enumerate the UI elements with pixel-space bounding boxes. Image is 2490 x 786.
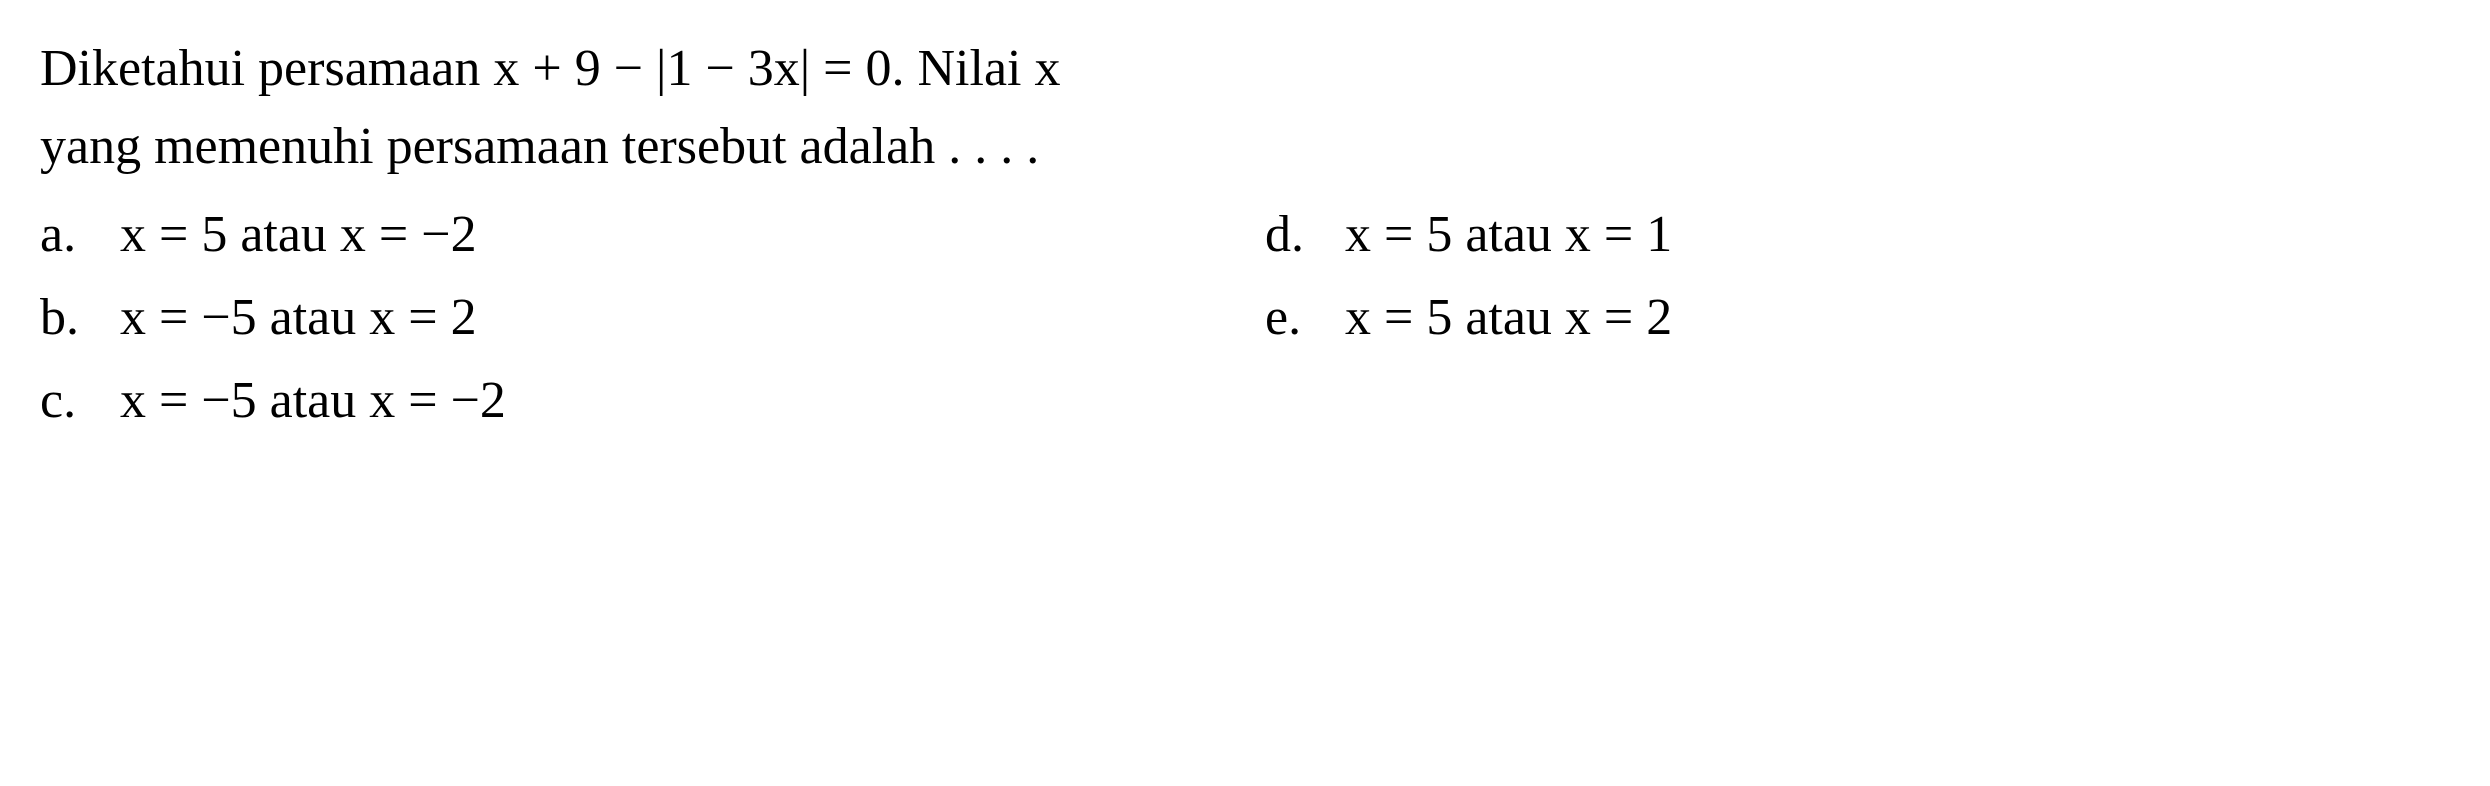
question-text: Diketahui persamaan x + 9 − |1 − 3x| = 0… xyxy=(40,30,2450,186)
option-letter-c: c. xyxy=(40,362,120,440)
option-letter-e: e. xyxy=(1265,279,1345,357)
option-letter-a: a. xyxy=(40,196,120,274)
options-container: a. x = 5 atau x = −2 d. x = 5 atau x = 1… xyxy=(40,196,2450,440)
option-text-e: x = 5 atau x = 2 xyxy=(1345,279,2450,357)
option-letter-b: b. xyxy=(40,279,120,357)
question-line-2: yang memenuhi persamaan tersebut adalah … xyxy=(40,118,1039,175)
option-b: b. x = −5 atau x = 2 xyxy=(40,279,1225,357)
option-text-d: x = 5 atau x = 1 xyxy=(1345,196,2450,274)
option-text-a: x = 5 atau x = −2 xyxy=(120,196,1225,274)
option-text-b: x = −5 atau x = 2 xyxy=(120,279,1225,357)
option-d: d. x = 5 atau x = 1 xyxy=(1265,196,2450,274)
option-c: c. x = −5 atau x = −2 xyxy=(40,362,1225,440)
option-text-c: x = −5 atau x = −2 xyxy=(120,362,1225,440)
option-letter-d: d. xyxy=(1265,196,1345,274)
question-line-1: Diketahui persamaan x + 9 − |1 − 3x| = 0… xyxy=(40,40,1060,97)
option-e: e. x = 5 atau x = 2 xyxy=(1265,279,2450,357)
option-a: a. x = 5 atau x = −2 xyxy=(40,196,1225,274)
